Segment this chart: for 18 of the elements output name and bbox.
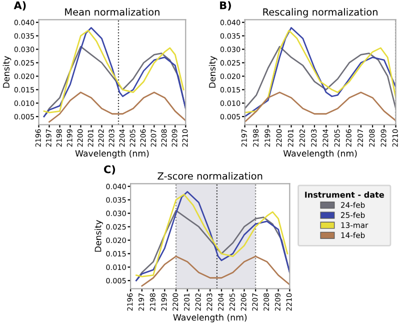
x-axis-title: Wavelength (nm): [283, 150, 357, 158]
text: C): [104, 165, 116, 174]
line-series: [43, 46, 186, 118]
chart-title: Mean normalization: [65, 8, 160, 16]
y-axis-title: Density: [2, 56, 12, 88]
chart-title: Z-score normalization: [158, 172, 262, 180]
x-axis-title: Wavelength (nm): [75, 150, 149, 158]
text: B): [220, 1, 231, 10]
line-series: [244, 92, 396, 123]
line-series: [141, 256, 290, 287]
line-series: [244, 46, 396, 110]
legend-title: Instrument - date: [305, 192, 384, 198]
text: A): [14, 1, 26, 10]
x-axis-title: Wavelength (nm): [173, 314, 247, 322]
y-axis-title: Density: [94, 220, 103, 252]
y-axis-title: Density: [208, 56, 218, 88]
line-series: [48, 92, 186, 123]
chart-title: Rescaling normalization: [263, 8, 378, 18]
